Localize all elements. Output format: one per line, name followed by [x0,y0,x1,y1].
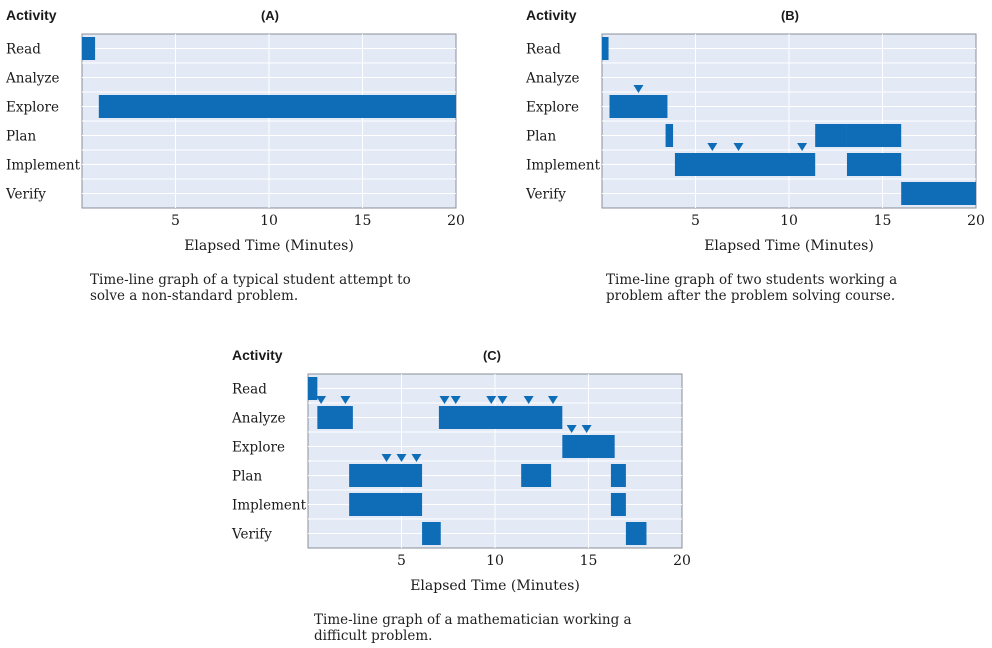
activity-bar [349,493,423,516]
x-tick-label: 20 [673,553,691,569]
chart-title: (C) [483,348,501,363]
row-label-plan: Plan [526,129,556,145]
row-label-analyze: Analyze [5,71,60,87]
timeline-chart-c: Activity (C) Read Analyze Explore Plan Impleme… [231,347,691,594]
row-label-verify: Verify [5,187,46,203]
activity-bar [422,522,441,545]
row-label-read: Read [232,382,267,398]
row-label-plan: Plan [6,129,36,145]
activity-bar [438,406,563,429]
x-tick-label: 5 [397,553,406,569]
row-label-verify: Verify [231,527,272,543]
row-header-label: Activity [232,347,283,363]
chart-panel-b: Activity (B) Read Analyze Explore Plan Impleme… [520,0,992,320]
marker-triangle [316,396,327,404]
row-label-plan: Plan [232,469,262,485]
marker-triangle [439,396,450,404]
row-header-label: Activity [526,7,577,23]
caption-c: Time-line graph of a mathematician worki… [314,612,632,644]
x-axis-label: Elapsed Time (Minutes) [410,578,580,594]
activity-bar [609,95,668,118]
activity-bar [901,182,976,205]
marker-triangle [497,396,508,404]
row-label-read: Read [6,42,41,58]
x-axis-label: Elapsed Time (Minutes) [184,238,354,254]
marker-triangle [396,454,407,462]
row-label-verify: Verify [525,187,566,203]
row-label-implement: Implement [526,158,601,174]
x-tick-label: 15 [874,213,892,229]
chart-panel-a: Activity (A) Read Analyze Explore Plan Impleme… [0,0,480,320]
x-tick-label: 5 [691,213,700,229]
marker-triangle [523,396,534,404]
marker-triangle [450,396,461,404]
x-tick-label: 15 [354,213,372,229]
x-axis-label: Elapsed Time (Minutes) [704,238,874,254]
activity-bar [562,435,615,458]
x-tick-label: 20 [447,213,465,229]
row-label-explore: Explore [6,100,59,116]
marker-triangle [340,396,351,404]
row-label-analyze: Analyze [231,411,286,427]
marker-triangle [733,143,744,151]
row-label-implement: Implement [6,158,81,174]
x-tick-label: 15 [580,553,598,569]
activity-bar [846,124,902,147]
x-tick-label: 10 [260,213,278,229]
marker-triangle [707,143,718,151]
chart-title: (B) [781,8,799,23]
x-tick-label: 20 [967,213,985,229]
activity-bar [521,464,552,487]
chart-panel-c: Activity (C) Read Analyze Explore Plan Impleme… [226,340,706,600]
activity-bar [610,493,626,516]
row-label-explore: Explore [232,440,285,456]
marker-triangle [581,425,592,433]
marker-triangle [486,396,497,404]
activity-bar [674,153,816,176]
marker-triangle [566,425,577,433]
activity-bar [625,522,647,545]
marker-triangle [411,454,422,462]
row-label-read: Read [526,42,561,58]
activity-bar [317,406,353,429]
timeline-chart-b: Activity (B) Read Analyze Explore Plan Impleme… [525,7,985,254]
activity-bar [846,153,902,176]
x-tick-label: 10 [780,213,798,229]
row-label-implement: Implement [232,498,307,514]
caption-b: Time-line graph of two students working … [606,272,898,304]
caption-a: Time-line graph of a typical student att… [90,272,411,304]
activity-bar [610,464,626,487]
row-label-analyze: Analyze [525,71,580,87]
row-header-label: Activity [6,7,57,23]
row-label-explore: Explore [526,100,579,116]
chart-title: (A) [261,8,279,23]
x-tick-label: 5 [171,213,180,229]
activity-bar [349,464,423,487]
marker-triangle [547,396,558,404]
activity-bar [665,124,674,147]
marker-triangle [633,85,644,93]
x-tick-label: 10 [486,553,504,569]
activity-bar [98,95,456,118]
activity-bar [602,37,609,60]
activity-bar [308,377,318,400]
timeline-chart-a: Activity (A) Read Analyze Explore Plan Impleme… [5,7,465,254]
activity-bar [815,124,847,147]
marker-triangle [797,143,808,151]
activity-bar [82,37,96,60]
marker-triangle [381,454,392,462]
